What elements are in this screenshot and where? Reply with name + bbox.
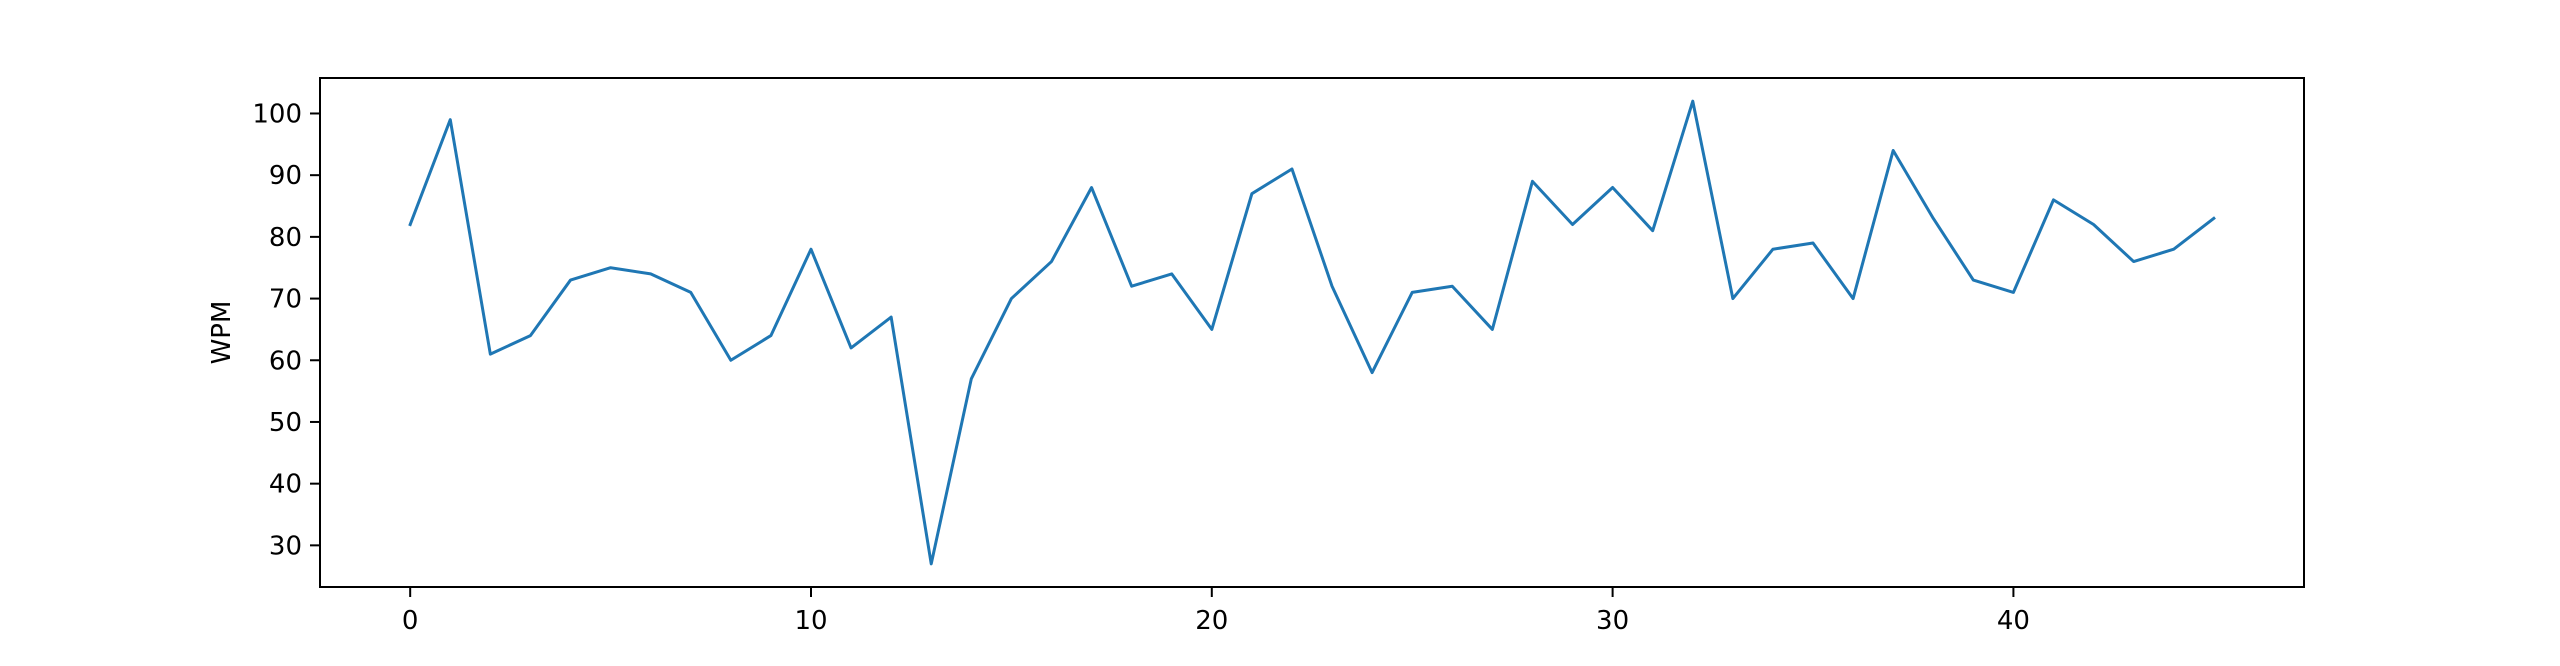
x-tick-label: 40	[1997, 606, 2030, 636]
y-tick-label: 90	[269, 161, 302, 191]
y-tick-label: 50	[269, 408, 302, 438]
series-line-0	[408, 99, 2216, 566]
plot-frame	[319, 77, 2305, 588]
x-tick-label: 0	[402, 606, 419, 636]
y-axis-ticks: 30 40 50 60 70 80 90 100	[252, 99, 320, 561]
y-tick-label: 60	[269, 346, 302, 376]
y-tick-label: 70	[269, 285, 302, 315]
y-tick-label: 100	[252, 99, 302, 129]
y-tick-label: 80	[269, 223, 302, 253]
x-tick-label: 10	[794, 606, 827, 636]
x-tick-label: 30	[1596, 606, 1629, 636]
x-tick-label: 20	[1195, 606, 1228, 636]
y-tick-label: 30	[269, 531, 302, 561]
series-layer	[408, 99, 2216, 566]
y-axis-label: WPM	[207, 301, 237, 365]
x-axis-ticks: 0 10 20 30 40	[402, 587, 2030, 636]
y-tick-label: 40	[269, 470, 302, 500]
